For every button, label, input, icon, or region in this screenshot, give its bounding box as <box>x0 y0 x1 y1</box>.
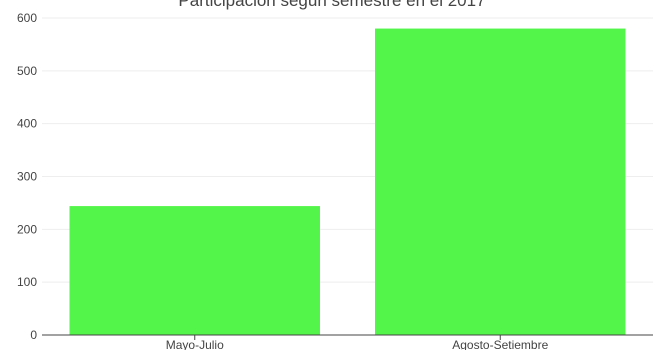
y-tick-label: 500 <box>17 64 37 78</box>
y-tick-label: 200 <box>17 222 37 236</box>
x-tick-label: Mayo-Julio <box>166 338 224 350</box>
y-tick-label: 0 <box>30 328 37 342</box>
y-tick-label: 600 <box>17 11 37 25</box>
y-tick-label: 400 <box>17 117 37 131</box>
x-tick-label: Agosto-Setiembre <box>452 338 548 350</box>
y-tick-label: 300 <box>17 170 37 184</box>
bar <box>374 28 626 336</box>
chart-title: Participación según semestre en el 2017 <box>178 0 486 10</box>
bar <box>69 206 321 335</box>
y-tick-label: 100 <box>17 275 37 289</box>
